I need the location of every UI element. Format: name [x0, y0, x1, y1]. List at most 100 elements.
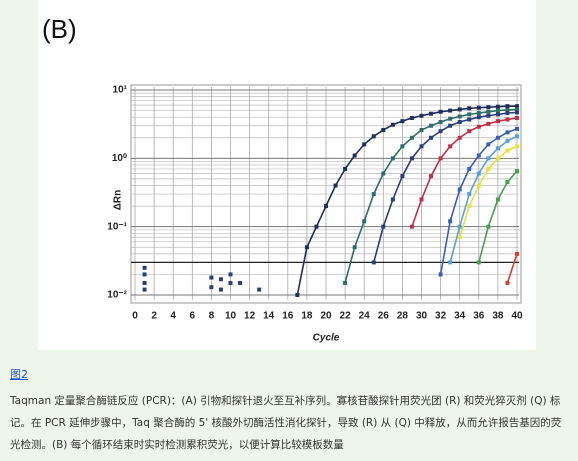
data-point	[448, 108, 453, 113]
data-point	[467, 129, 472, 134]
y-tick-label: 10¹	[113, 85, 128, 96]
amplification-curve	[296, 105, 517, 296]
data-point	[457, 120, 462, 125]
data-point	[476, 111, 481, 116]
data-point	[486, 109, 491, 114]
data-point	[438, 156, 443, 161]
data-point	[515, 169, 519, 174]
data-point	[429, 111, 434, 116]
data-point	[438, 272, 443, 277]
panel-label: (B)	[42, 14, 77, 44]
x-tick-label: 6	[190, 311, 196, 322]
x-tick-label: 10	[225, 311, 237, 322]
x-tick-label: 26	[378, 311, 390, 322]
x-tick-label: 30	[416, 311, 428, 322]
data-point	[409, 115, 414, 120]
data-point	[457, 187, 462, 192]
data-point	[419, 127, 424, 132]
data-point	[448, 260, 453, 265]
data-point	[505, 111, 510, 116]
data-point	[457, 224, 462, 229]
data-point	[429, 174, 434, 179]
data-point	[486, 142, 491, 147]
data-point	[505, 280, 510, 285]
x-tick-label: 12	[244, 311, 256, 322]
data-point	[419, 113, 424, 118]
x-tick-label: 20	[320, 311, 332, 322]
amplification-curve	[506, 253, 518, 284]
data-point	[467, 112, 472, 117]
data-point	[362, 142, 367, 147]
data-point	[457, 135, 462, 140]
data-point	[467, 106, 472, 111]
data-point	[505, 104, 510, 109]
data-point	[390, 156, 395, 161]
data-point	[505, 117, 510, 122]
data-point	[352, 153, 357, 158]
data-point	[381, 171, 386, 176]
x-tick-label: 18	[301, 311, 313, 322]
data-point	[515, 104, 519, 109]
data-point	[476, 260, 481, 265]
data-point	[495, 135, 500, 140]
data-point	[400, 174, 405, 179]
baseline-point	[228, 280, 233, 285]
data-point	[495, 104, 500, 109]
x-tick-label: 24	[359, 311, 371, 322]
data-point	[515, 251, 519, 256]
data-point	[381, 224, 386, 229]
baseline-point	[218, 277, 223, 282]
x-tick-label: 34	[454, 311, 466, 322]
data-point	[409, 135, 414, 140]
chart: Cycle ΔRn 0 2 4 6 8 10 12 14 16 18 20 22 24 26 28 30 32 3…	[107, 84, 523, 344]
data-point	[515, 144, 519, 149]
data-point	[486, 113, 491, 118]
data-point	[409, 224, 414, 229]
data-point	[429, 123, 434, 128]
data-point	[314, 224, 319, 229]
data-point	[476, 171, 481, 176]
data-point	[476, 105, 481, 110]
data-point	[495, 112, 500, 117]
data-point	[505, 148, 510, 153]
data-point	[515, 115, 519, 120]
data-point	[295, 293, 300, 297]
data-point	[304, 245, 309, 250]
data-point	[362, 219, 367, 224]
data-point	[476, 183, 481, 188]
amplification-curve	[372, 111, 518, 263]
x-tick-label: 14	[263, 311, 275, 322]
data-point	[457, 107, 462, 112]
x-tick-label: 22	[340, 311, 352, 322]
data-point	[448, 116, 453, 121]
baseline-point	[142, 280, 147, 285]
x-tick-label: 4	[170, 311, 176, 322]
data-point	[438, 120, 443, 125]
data-point	[467, 166, 472, 171]
data-point	[515, 134, 519, 139]
x-tick-label: 38	[492, 311, 504, 322]
x-tick-label: 16	[282, 311, 294, 322]
data-point	[448, 144, 453, 149]
figure-link[interactable]: 图2	[10, 368, 28, 381]
data-point	[515, 107, 519, 112]
data-point	[495, 146, 500, 151]
data-point	[495, 108, 500, 113]
x-tick-label: 8	[209, 311, 215, 322]
data-point	[505, 107, 510, 112]
data-point	[400, 144, 405, 149]
data-point	[515, 126, 519, 131]
data-point	[343, 280, 348, 285]
data-point	[352, 245, 357, 250]
data-point	[486, 224, 491, 229]
data-point	[438, 109, 443, 114]
x-tick-label: 40	[511, 311, 523, 322]
baseline-point	[218, 287, 223, 292]
data-point	[390, 122, 395, 127]
baseline-point	[209, 275, 214, 280]
data-point	[457, 235, 462, 240]
y-tick-label: 10⁻¹	[107, 221, 127, 232]
data-point	[457, 114, 462, 119]
data-point	[495, 156, 500, 161]
